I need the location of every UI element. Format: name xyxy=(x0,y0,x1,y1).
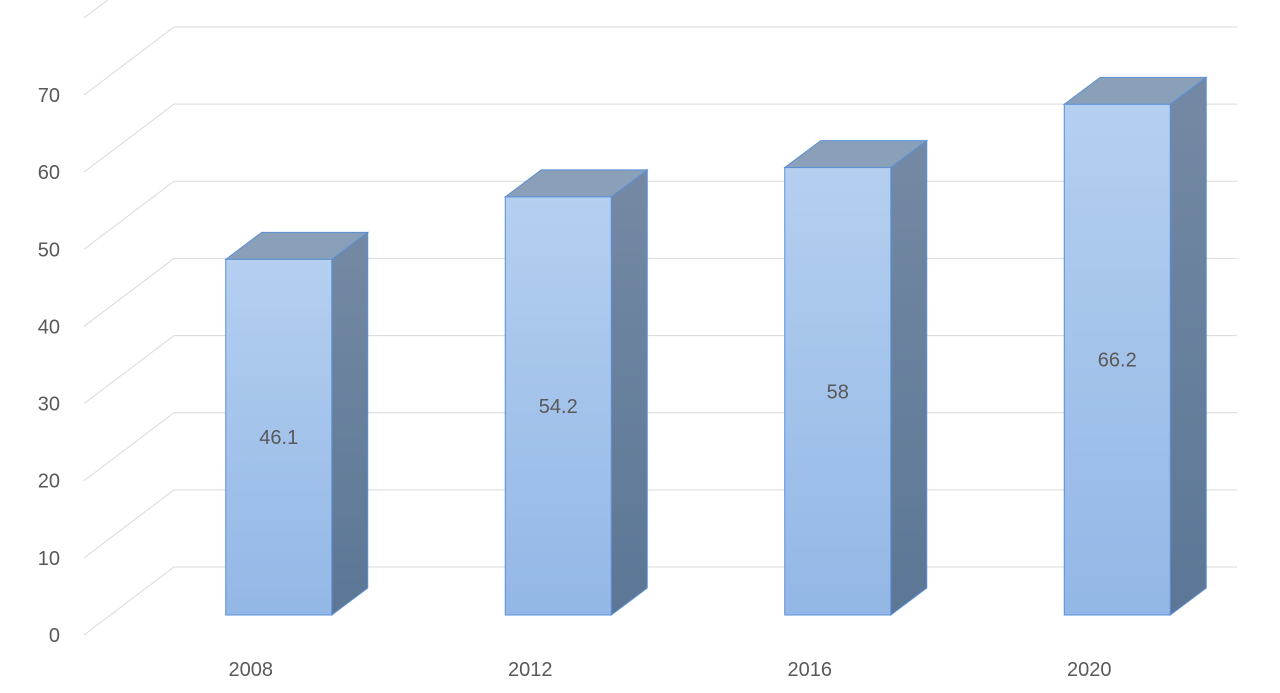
gridlines xyxy=(83,0,1237,636)
x-axis-ticks: 2008 2012 2016 2020 xyxy=(229,659,1112,681)
bar-side-face xyxy=(331,231,369,616)
bar-front-face xyxy=(225,258,333,616)
y-tick-label: 40 xyxy=(38,316,60,338)
gridline xyxy=(83,26,1237,96)
bar-2020: 66.2 xyxy=(1062,76,1208,616)
y-tick-label: 50 xyxy=(38,239,60,261)
x-tick-label: 2016 xyxy=(788,659,833,681)
bar-side-face xyxy=(610,168,648,616)
y-axis-ticks: 0 10 20 30 40 50 60 70 xyxy=(38,85,60,647)
bar-front-face xyxy=(1063,103,1171,616)
y-tick-label: 30 xyxy=(38,394,60,416)
data-label: 54.2 xyxy=(539,396,578,418)
gridline xyxy=(83,103,1237,173)
y-tick-label: 60 xyxy=(38,162,60,184)
bar-2008: 46.1 xyxy=(224,231,370,616)
y-tick-label: 0 xyxy=(49,625,60,647)
x-tick-label: 2012 xyxy=(508,659,553,681)
x-tick-label: 2020 xyxy=(1067,659,1112,681)
data-label: 66.2 xyxy=(1098,350,1137,372)
bar-side-face xyxy=(1169,76,1207,616)
bar-2016: 58 xyxy=(783,139,929,616)
y-tick-label: 10 xyxy=(38,548,60,570)
bar-2012: 54.2 xyxy=(503,168,649,616)
bar-front-face xyxy=(784,167,892,616)
data-label: 58 xyxy=(827,381,849,403)
x-tick-label: 2008 xyxy=(229,659,274,681)
bar-side-face xyxy=(890,139,928,616)
gridline xyxy=(83,0,109,19)
y-tick-label: 20 xyxy=(38,471,60,493)
y-tick-label: 70 xyxy=(38,85,60,107)
data-label: 46.1 xyxy=(259,427,298,449)
bars: 46.1 54.2 58 66.2 xyxy=(224,76,1208,616)
bar-front-face xyxy=(504,196,612,616)
